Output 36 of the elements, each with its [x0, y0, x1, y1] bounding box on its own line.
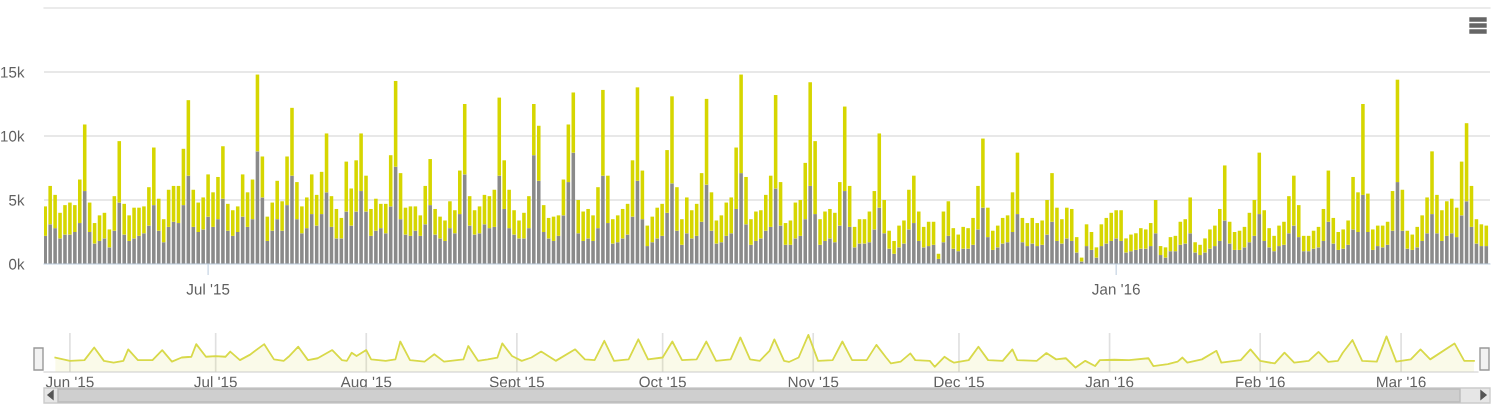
x-tick-label: Feb '16 — [1236, 376, 1285, 388]
x-tick-label: Oct '15 — [639, 376, 686, 388]
bar — [1030, 217, 1035, 244]
bar — [497, 175, 502, 264]
y-tick-label: 5k — [9, 194, 25, 206]
bar — [1449, 198, 1454, 234]
bar — [1222, 220, 1227, 264]
bar — [117, 202, 122, 264]
y-tick-label: 15k — [1, 66, 25, 78]
x-tick-label: Jan '16 — [1085, 376, 1134, 388]
bar — [1030, 243, 1035, 264]
bar — [1449, 233, 1454, 264]
bar — [230, 235, 235, 264]
bar — [309, 214, 314, 264]
x-tick-label: Jul '15 — [186, 283, 230, 295]
bar — [877, 207, 882, 264]
x-tick-label: Jan '16 — [1092, 283, 1140, 295]
bar — [650, 242, 655, 264]
bar — [1375, 225, 1380, 247]
bar — [601, 89, 605, 176]
bar — [1410, 249, 1415, 264]
y-tick-label: 10k — [1, 130, 25, 142]
x-tick-label: Mar '16 — [1377, 376, 1426, 388]
bar — [1375, 246, 1380, 264]
x-tick-label: Nov '15 — [788, 376, 839, 388]
x-tick-label: Jul '15 — [194, 376, 237, 388]
bar — [1163, 247, 1168, 258]
y-tick-label: 0k — [9, 258, 25, 270]
bar — [842, 191, 847, 264]
bar — [1094, 247, 1099, 258]
bar — [1069, 240, 1074, 264]
x-tick-label: Dec '15 — [934, 376, 984, 388]
bar — [763, 230, 768, 264]
x-tick-label: Sept '15 — [489, 376, 545, 391]
bar — [956, 251, 961, 264]
x-tick-label: Jun '15 — [45, 376, 94, 388]
